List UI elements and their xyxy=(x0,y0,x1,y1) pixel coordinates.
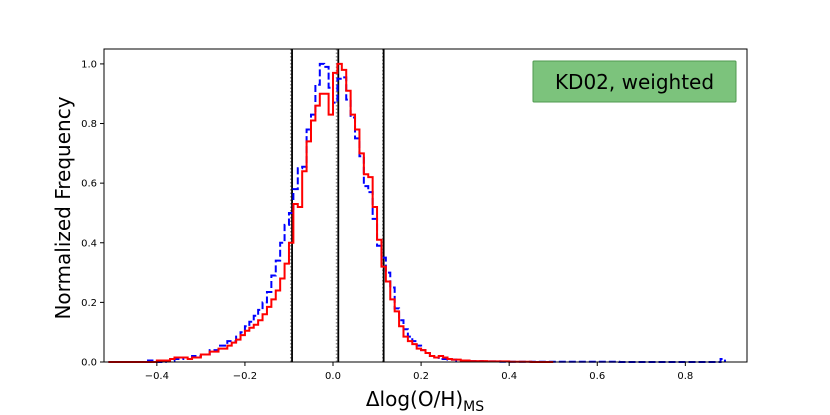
plot-frame xyxy=(103,48,748,363)
y-tick-label: 0.6 xyxy=(81,179,97,190)
x-tick-label: 0.0 xyxy=(325,371,341,382)
y-tick-label: 0.0 xyxy=(81,358,97,369)
legend-box: KD02, weighted xyxy=(532,60,737,103)
y-tick-label: 0.4 xyxy=(81,238,97,249)
x-tick-label: −0.2 xyxy=(233,371,257,382)
x-tick-label: 0.4 xyxy=(501,371,517,382)
legend-background xyxy=(532,60,737,103)
legend-label: KD02, weighted xyxy=(555,70,714,94)
series-line-dashed xyxy=(108,62,726,363)
x-tick-label: −0.4 xyxy=(145,371,169,382)
y-axis-ticks: 0.0 0.2 0.4 0.6 0.8 1.0 xyxy=(81,59,104,369)
series-line-solid xyxy=(108,62,554,363)
x-axis-label-main: Δlog(O/H) xyxy=(366,387,463,411)
y-axis-label: Normalized Frequency xyxy=(51,96,75,319)
histogram-series xyxy=(108,62,726,363)
x-tick-label: 0.8 xyxy=(677,371,693,382)
y-tick-label: 0.8 xyxy=(81,119,97,130)
y-tick-label: 0.2 xyxy=(81,298,97,309)
x-axis-ticks: −0.4 −0.2 0.0 0.2 0.4 0.6 0.8 xyxy=(145,362,693,382)
x-axis-label: Δlog(O/H)MS xyxy=(366,387,484,415)
plot-area xyxy=(108,49,726,363)
y-tick-label: 1.0 xyxy=(81,59,97,70)
x-tick-label: 0.2 xyxy=(413,371,429,382)
x-tick-label: 0.6 xyxy=(589,371,605,382)
x-axis-label-subscript: MS xyxy=(463,399,484,415)
